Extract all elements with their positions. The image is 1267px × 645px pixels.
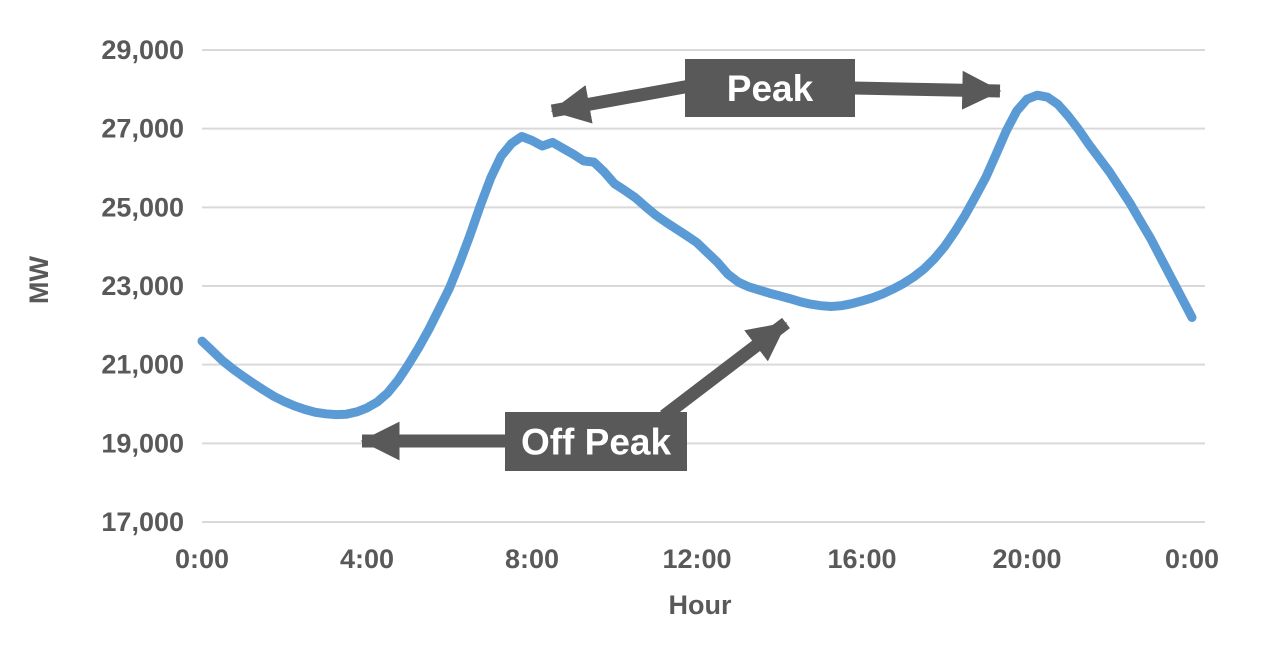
x-tick-label: 8:00 (505, 544, 559, 574)
x-axis-title: Hour (669, 590, 732, 620)
annotation-label: Peak (727, 68, 814, 109)
y-tick-label: 21,000 (101, 350, 184, 380)
annotation-box (505, 412, 687, 471)
y-axis-tick-labels: 29,000 27,000 25,000 23,000 21,000 19,000 17,0… (101, 35, 184, 537)
x-tick-label: 16:00 (827, 544, 896, 574)
annotation-arrow (550, 79, 692, 124)
annotation-box (685, 59, 855, 117)
gridlines (202, 49, 1205, 523)
y-tick-label: 19,000 (101, 428, 184, 458)
x-tick-label: 12:00 (662, 544, 731, 574)
y-tick-label: 25,000 (101, 192, 184, 222)
demand-line-layer (197, 90, 1197, 420)
x-axis-tick-labels: 0:00 4:00 8:00 12:00 16:00 20:00 0:00 (175, 544, 1219, 574)
y-tick-label: 29,000 (101, 35, 184, 65)
x-tick-label: 0:00 (175, 544, 229, 574)
annotation-label: Off Peak (521, 422, 672, 463)
y-tick-label: 23,000 (101, 271, 184, 301)
annotations-layer: Peak Off Peak (360, 59, 1002, 471)
y-axis-title: MW (24, 256, 54, 304)
x-tick-label: 0:00 (1165, 544, 1219, 574)
demand-curve (197, 90, 1197, 420)
x-tick-label: 20:00 (992, 544, 1061, 574)
x-tick-label: 4:00 (340, 544, 394, 574)
y-tick-label: 17,000 (101, 507, 184, 537)
annotation-arrow (660, 317, 790, 422)
y-tick-label: 27,000 (101, 114, 184, 144)
annotation-arrow (852, 70, 1002, 110)
